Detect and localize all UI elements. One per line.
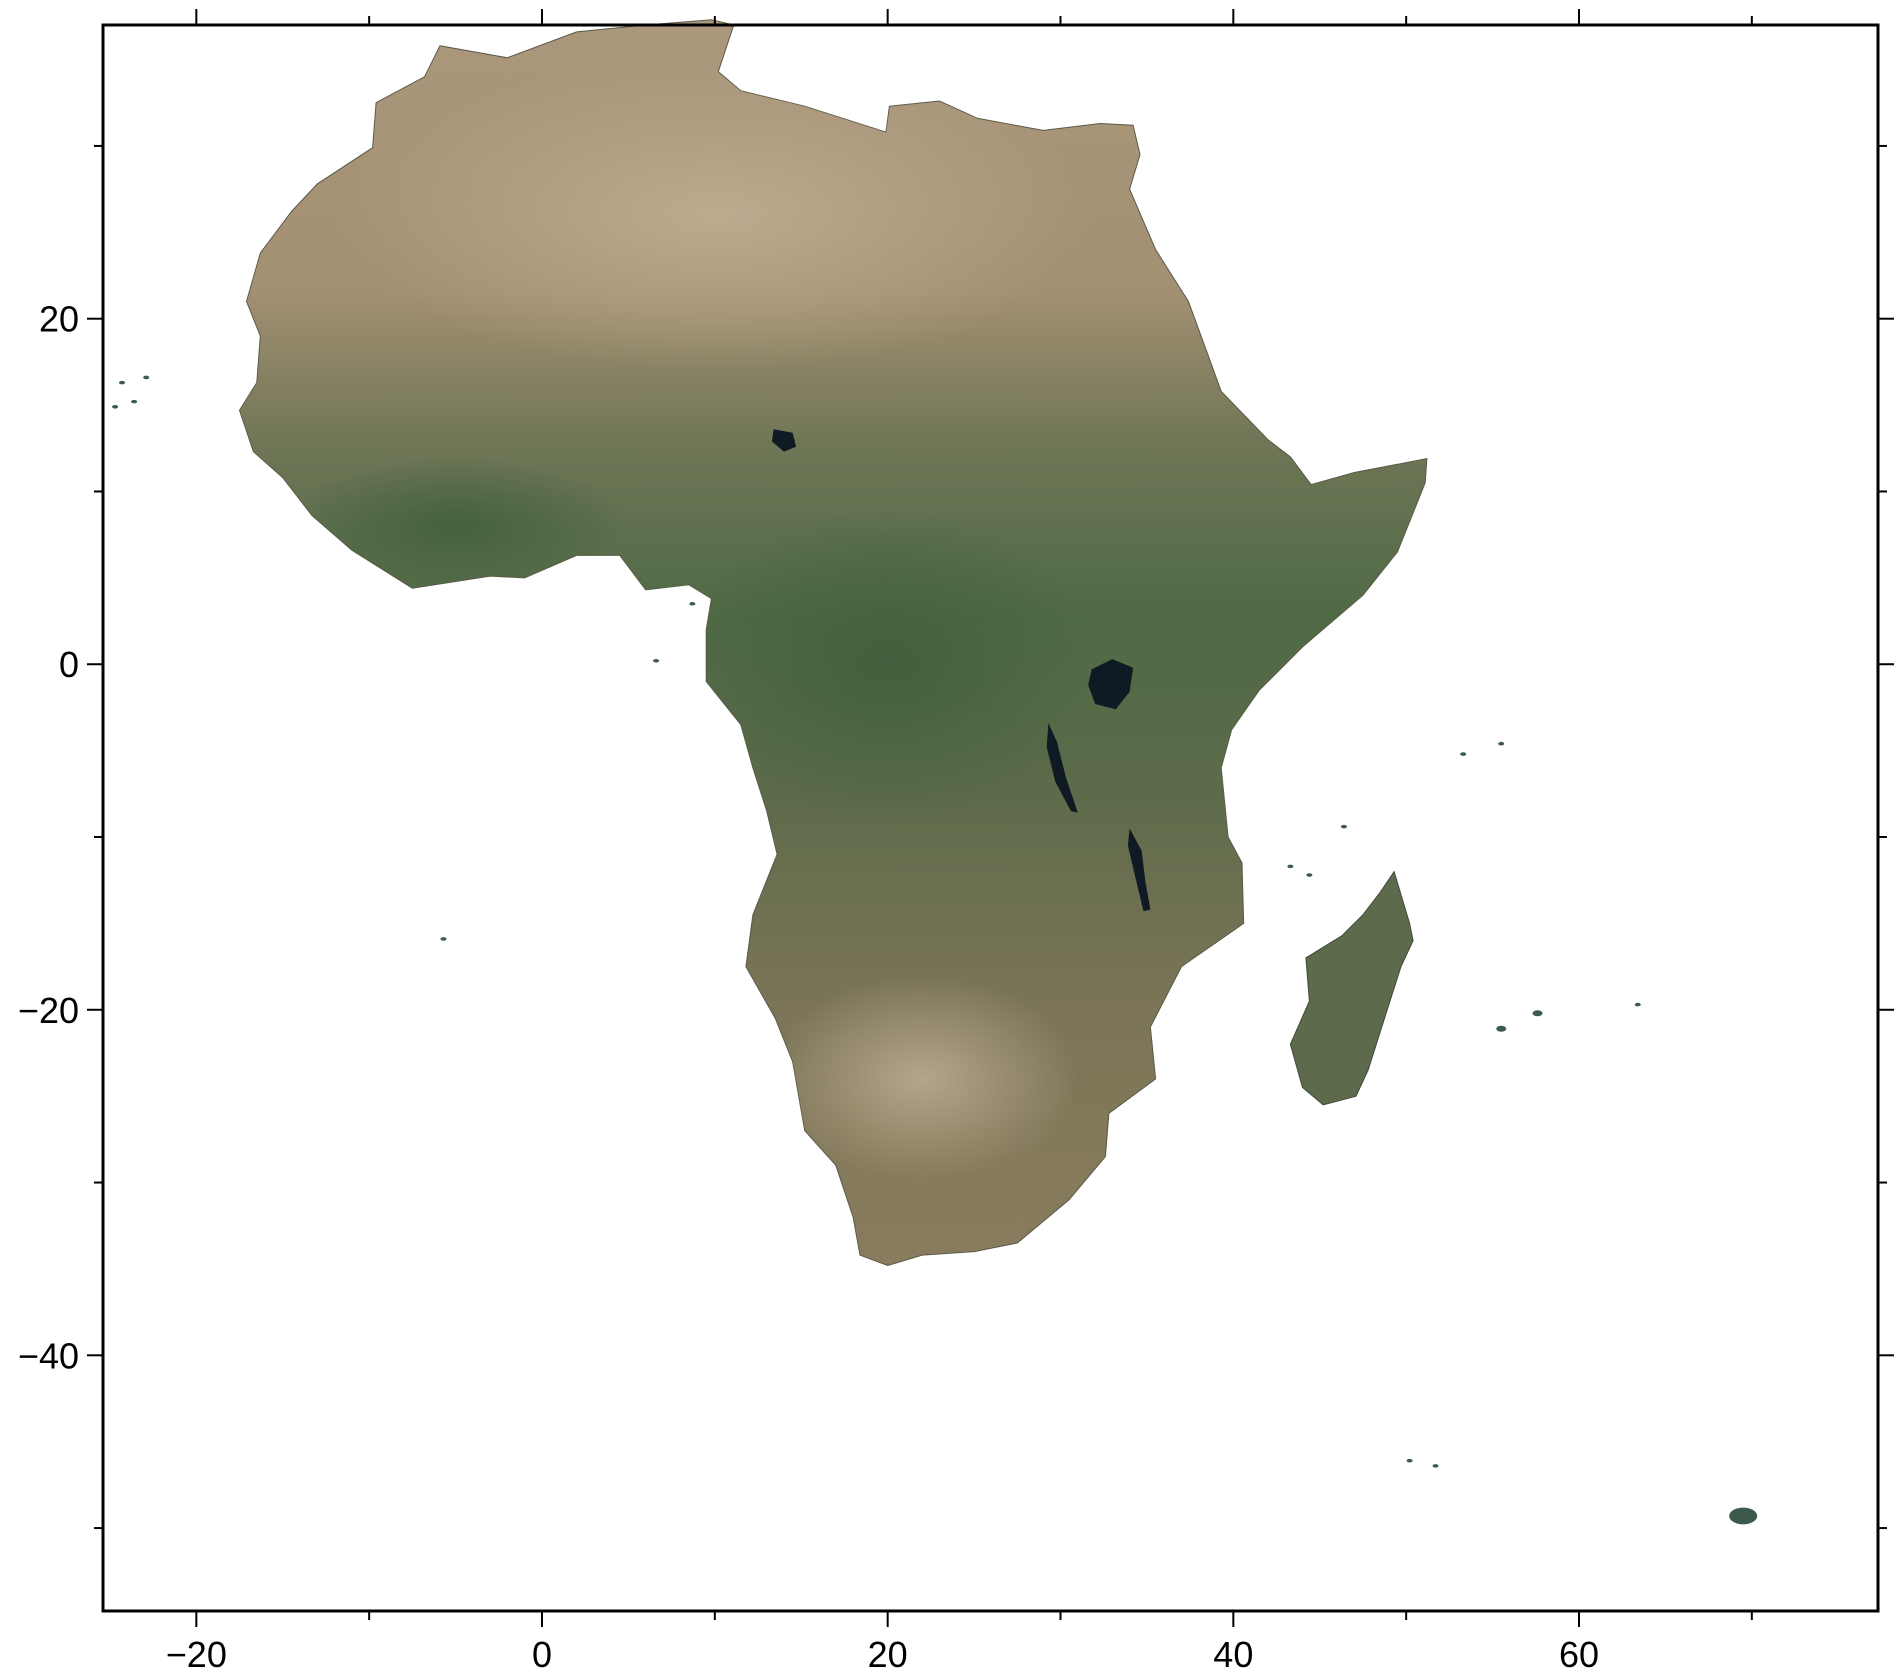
x-tick-label: 20 [868,1634,908,1675]
y-tick-label: 0 [59,644,79,685]
sahara-desert [334,59,1096,371]
comoros-island [1287,864,1294,869]
axis-tick-labels: −20 0 20 40 60 20 0 −20 −40 [18,299,1599,1675]
kalahari-region [766,975,1078,1183]
crozet-island [1432,1464,1439,1468]
y-tick-label: 20 [39,299,79,340]
map-frame [101,23,1880,1613]
bioko-island [689,601,696,606]
seychelles-island [1498,741,1505,746]
west-africa-forest [282,456,629,596]
y-tick-label: −40 [18,1335,79,1376]
x-tick-label: 60 [1559,1634,1599,1675]
lake-tanganyika [1046,723,1078,813]
reunion-island [1496,1025,1507,1032]
cape-verde-island [143,375,150,380]
axis-ticks [87,9,1894,1627]
comoros-island [1306,873,1313,877]
x-tick-label: 40 [1213,1634,1253,1675]
plot-area [112,19,1758,1525]
kerguelen-island [1729,1507,1758,1525]
madagascar-island [1289,870,1414,1106]
small-islands-group [112,375,1758,1525]
sao-tome-island [653,658,660,663]
lake-victoria [1088,659,1134,710]
cape-verde-island [112,405,119,409]
rodrigues-island [1634,1002,1641,1007]
lake-malawi [1127,828,1151,912]
africa-texture [282,59,1096,1183]
crozet-island [1406,1458,1413,1463]
cape-verde-island [131,399,138,404]
cape-verde-island [119,380,126,385]
congo-rainforest [680,508,1096,820]
aldabra-island [1340,824,1347,829]
saint-helena-island [440,937,447,941]
seychelles-island [1460,752,1467,756]
lakes-group [771,429,1151,912]
x-tick-label: −20 [166,1634,227,1675]
y-tick-label: −20 [18,990,79,1031]
lake-chad [771,429,797,452]
mauritius-island [1532,1010,1543,1017]
x-tick-label: 0 [532,1634,552,1675]
